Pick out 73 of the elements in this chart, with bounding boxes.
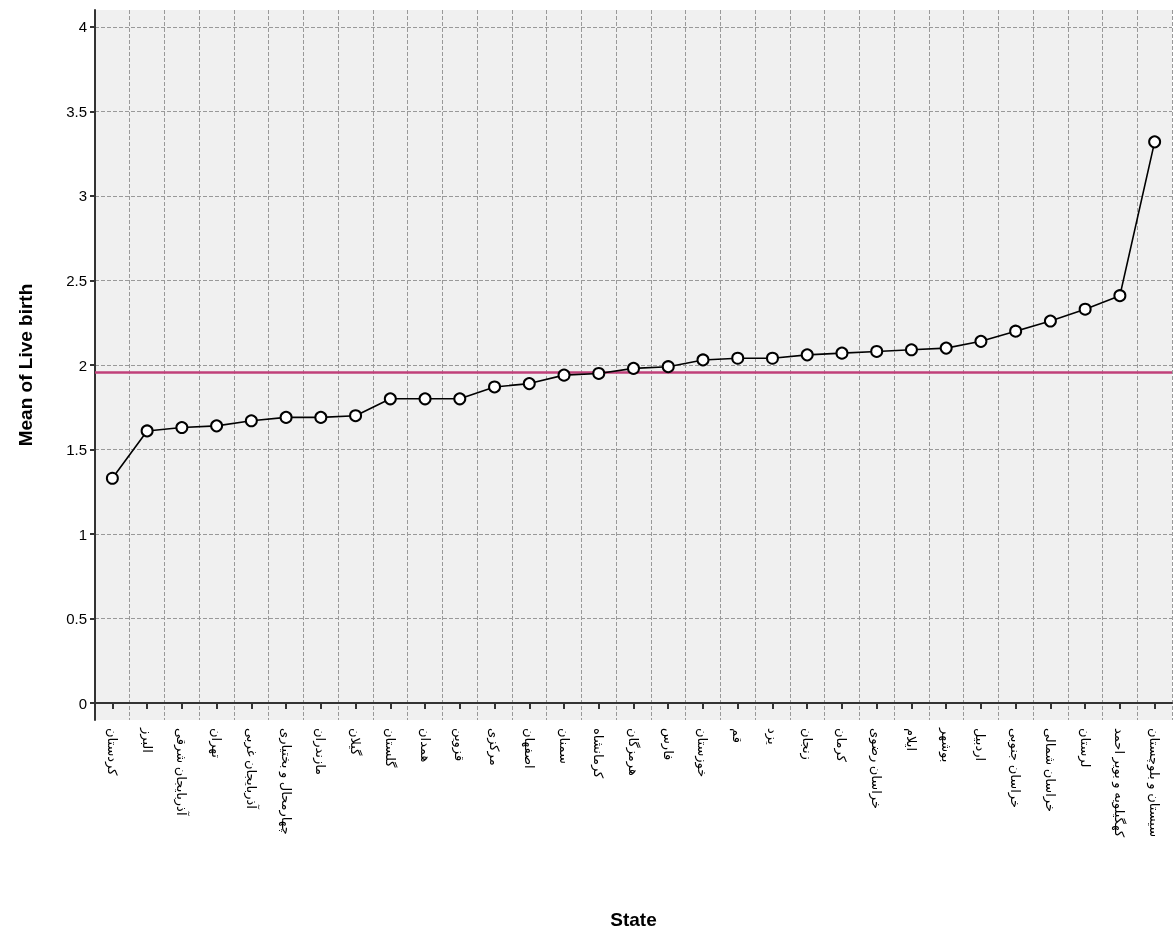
point xyxy=(314,410,328,424)
point xyxy=(453,392,467,406)
point xyxy=(1043,314,1057,328)
x-tick-label: اردبیل xyxy=(972,728,989,762)
x-tick-label: چهارمحال و بختیاری xyxy=(277,728,294,835)
point xyxy=(244,414,258,428)
x-tick-label: یزد xyxy=(763,728,780,745)
point xyxy=(627,361,640,375)
point xyxy=(974,334,988,348)
point xyxy=(105,471,119,485)
y-tick-label: 1 xyxy=(78,525,87,543)
y-tick-label: 0.5 xyxy=(66,610,87,628)
x-tick-label: قم xyxy=(729,728,746,743)
point xyxy=(1009,324,1023,338)
point xyxy=(349,409,363,423)
x-tick-label: لرستان xyxy=(1076,728,1093,768)
point xyxy=(904,343,918,357)
x-tick-label: قزوین xyxy=(451,728,468,762)
x-tick-label: کرمان xyxy=(833,728,850,763)
y-tick-label: 4 xyxy=(78,18,87,36)
x-tick-label: زنجان xyxy=(798,728,815,760)
point xyxy=(418,392,432,406)
x-tick-label: ایلام xyxy=(903,728,919,752)
x-tick-label: بوشهر xyxy=(937,727,954,763)
y-tick-label: 3 xyxy=(78,187,87,205)
point xyxy=(870,344,884,358)
x-tick-label: کردستان xyxy=(103,728,120,777)
point xyxy=(488,380,502,394)
point xyxy=(800,348,814,362)
x-tick-label: خراسان جنوبی xyxy=(1007,728,1024,808)
point xyxy=(661,360,675,374)
x-tick-label: خوزستان xyxy=(694,728,711,778)
point xyxy=(835,346,849,360)
point xyxy=(1148,135,1162,149)
x-tick-label: همدان xyxy=(417,728,433,763)
x-tick-label: خراسان شمالی xyxy=(1041,728,1058,812)
point xyxy=(522,377,536,391)
x-tick-label: مازندران xyxy=(312,728,329,776)
y-tick-label: 0 xyxy=(78,694,87,712)
x-tick-label: آذربایجان شرقی xyxy=(173,728,191,817)
point xyxy=(557,368,571,382)
point xyxy=(765,351,779,365)
x-tick-label: کرمانشاه xyxy=(590,728,607,780)
y-tick-label: 2 xyxy=(78,356,87,374)
point xyxy=(383,392,397,406)
point xyxy=(696,353,710,367)
point xyxy=(210,419,224,433)
y-axis-title: Mean of Live birth xyxy=(15,283,36,447)
x-tick-label: گلستان xyxy=(382,728,398,769)
point xyxy=(175,421,189,435)
x-tick-label: مرکزی xyxy=(486,728,503,766)
point xyxy=(1078,302,1092,316)
point xyxy=(1113,289,1127,303)
x-tick-label: خراسان رضوی xyxy=(868,728,885,810)
x-tick-label: سمنان xyxy=(556,728,572,764)
point xyxy=(939,341,953,355)
x-tick-label: گیلان xyxy=(348,728,364,757)
x-tick-label: تهران xyxy=(208,728,225,759)
x-tick-label: اصفهان xyxy=(520,728,537,769)
y-tick-label: 2.5 xyxy=(66,271,87,289)
y-tick-label: 3.5 xyxy=(66,102,87,120)
point xyxy=(279,410,293,424)
x-tick-label: فارس xyxy=(659,728,676,761)
x-tick-label: آذربایجان غربی xyxy=(242,728,260,811)
x-tick-label: سیستان و بلوچستان xyxy=(1146,728,1163,838)
x-tick-label: کهگیلویه و بویر احمد xyxy=(1111,728,1128,838)
x-axis-title: State xyxy=(610,909,657,930)
point xyxy=(731,351,745,365)
x-tick-label: هرمزگان xyxy=(625,728,641,777)
y-tick-label: 1.5 xyxy=(66,441,87,459)
point xyxy=(592,366,606,380)
point xyxy=(140,424,154,438)
x-tick-label: البرز xyxy=(138,727,155,753)
